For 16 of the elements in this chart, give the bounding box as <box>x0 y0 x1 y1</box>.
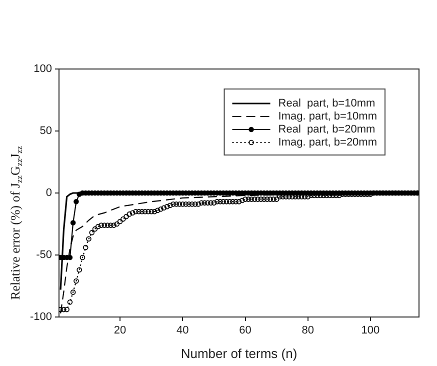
y-tick-label: 0 <box>46 187 52 200</box>
y-tick-label: -50 <box>36 249 52 262</box>
legend-label: Imag. part, b=20mm <box>278 136 378 149</box>
x-tick-label: 40 <box>176 324 189 337</box>
y-tick-label: 100 <box>34 63 52 76</box>
x-axis-title: Number of terms (n) <box>180 346 298 361</box>
y-tick-label: -100 <box>30 311 52 324</box>
legend-label: Real part, b=20mm <box>278 124 376 136</box>
legend-label: Imag. part, b=10mm <box>278 110 378 123</box>
x-tick-label: 20 <box>114 324 126 337</box>
y-axis-title: Relative error (%) of JzzGzzJzz <box>7 146 24 300</box>
x-tick-label: 100 <box>361 324 380 337</box>
legend-label: Real part, b=10mm <box>278 98 376 110</box>
y-tick-label: 50 <box>40 125 52 138</box>
x-tick-label: 60 <box>239 324 252 337</box>
x-tick-label: 80 <box>302 324 314 337</box>
